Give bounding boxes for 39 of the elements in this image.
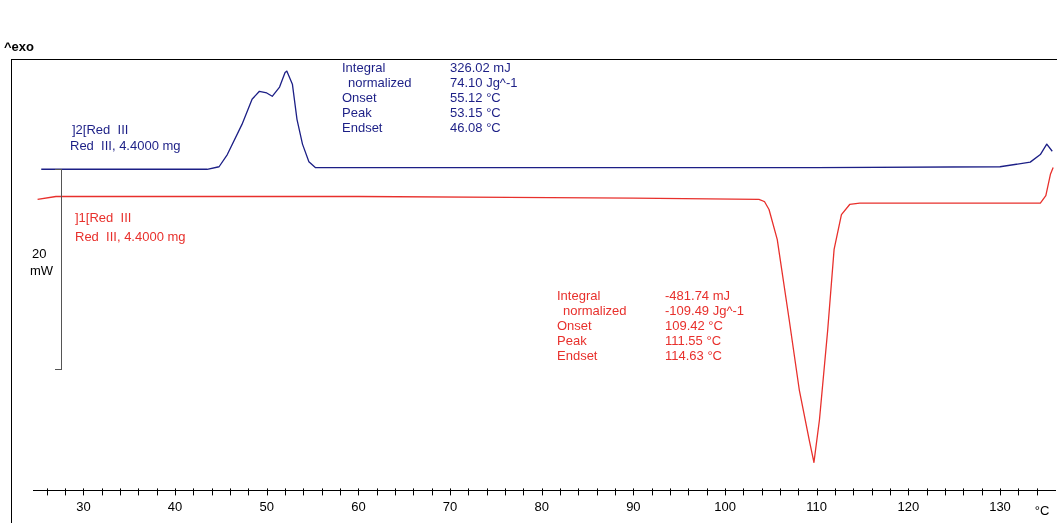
annotation: Onset bbox=[342, 89, 378, 105]
annotation: mW bbox=[30, 262, 54, 278]
x-tick-label: 130 bbox=[989, 498, 1011, 514]
annotation: 114.63 °C bbox=[665, 347, 722, 363]
annotation: Peak bbox=[342, 104, 373, 120]
annotation: -109.49 Jg^-1 bbox=[665, 302, 745, 318]
annotation: 46.08 °C bbox=[450, 119, 501, 135]
annotation: Red III, 4.4000 mg bbox=[70, 137, 181, 153]
annotation: 20 bbox=[32, 245, 47, 261]
x-tick-label: 80 bbox=[534, 498, 549, 514]
annotation: Red III, 4.4000 mg bbox=[75, 228, 186, 244]
annotation: Peak bbox=[557, 332, 588, 348]
x-tick-label: 90 bbox=[626, 498, 641, 514]
annotation: 74.10 Jg^-1 bbox=[450, 74, 518, 90]
annotation: Integral bbox=[557, 287, 601, 303]
annotation: Endset bbox=[342, 119, 383, 135]
annotation: 326.02 mJ bbox=[450, 59, 511, 75]
annotation: Endset bbox=[557, 347, 598, 363]
x-axis-title: °C bbox=[1034, 502, 1050, 518]
annotation: 53.15 °C bbox=[450, 104, 501, 120]
series-label: ]1[Red III bbox=[75, 209, 132, 225]
x-tick-label: 100 bbox=[714, 498, 736, 514]
x-tick-label: 50 bbox=[259, 498, 274, 514]
annotation: Onset bbox=[557, 317, 593, 333]
x-tick-label: 110 bbox=[806, 498, 828, 514]
x-tick-label: 120 bbox=[897, 498, 920, 514]
x-tick-label: 70 bbox=[442, 498, 458, 514]
annotation: 55.12 °C bbox=[450, 89, 501, 105]
text: ]2[Red III bbox=[72, 121, 129, 137]
x-tick-label: 60 bbox=[351, 498, 366, 514]
annotation: 109.42 °C bbox=[665, 317, 723, 333]
annotation: normalized bbox=[348, 74, 412, 90]
annotation: 111.55 °C bbox=[665, 332, 722, 348]
x-tick-label: 30 bbox=[76, 498, 91, 514]
x-tick-label: 40 bbox=[167, 498, 183, 514]
annotation: -481.74 mJ bbox=[665, 287, 731, 303]
annotation: normalized bbox=[563, 302, 627, 318]
annotation: Integral bbox=[342, 59, 386, 75]
text: ^exo bbox=[4, 38, 35, 54]
